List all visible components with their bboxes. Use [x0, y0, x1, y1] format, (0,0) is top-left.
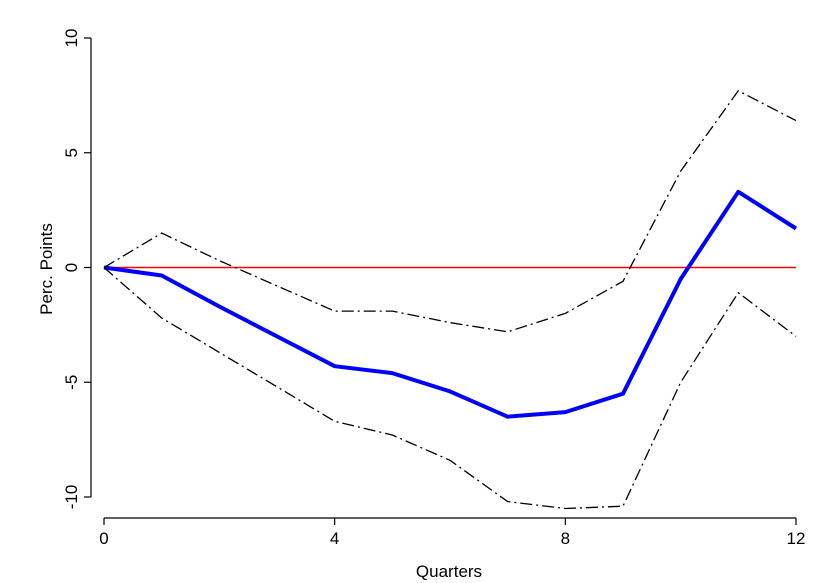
lower-band-line	[103, 267, 797, 510]
x-tick-label: 4	[330, 529, 339, 548]
y-tick-label: 10	[62, 29, 81, 48]
y-tick-label: -5	[62, 375, 81, 390]
estimate-line	[103, 189, 798, 419]
plot-area	[103, 90, 798, 510]
y-axis-title: Perc. Points	[37, 223, 56, 315]
upper-band-line	[103, 90, 797, 333]
x-tick-label: 0	[99, 529, 108, 548]
y-tick-label: -10	[62, 485, 81, 510]
axes: -10 -5 0 5 10 0 4 8 12	[62, 29, 805, 548]
x-tick-label: 8	[561, 529, 570, 548]
y-tick-label: 5	[62, 148, 81, 157]
x-tick-label: 12	[787, 529, 806, 548]
x-axis-title: Quarters	[416, 562, 482, 581]
y-tick-label: 0	[62, 263, 81, 272]
